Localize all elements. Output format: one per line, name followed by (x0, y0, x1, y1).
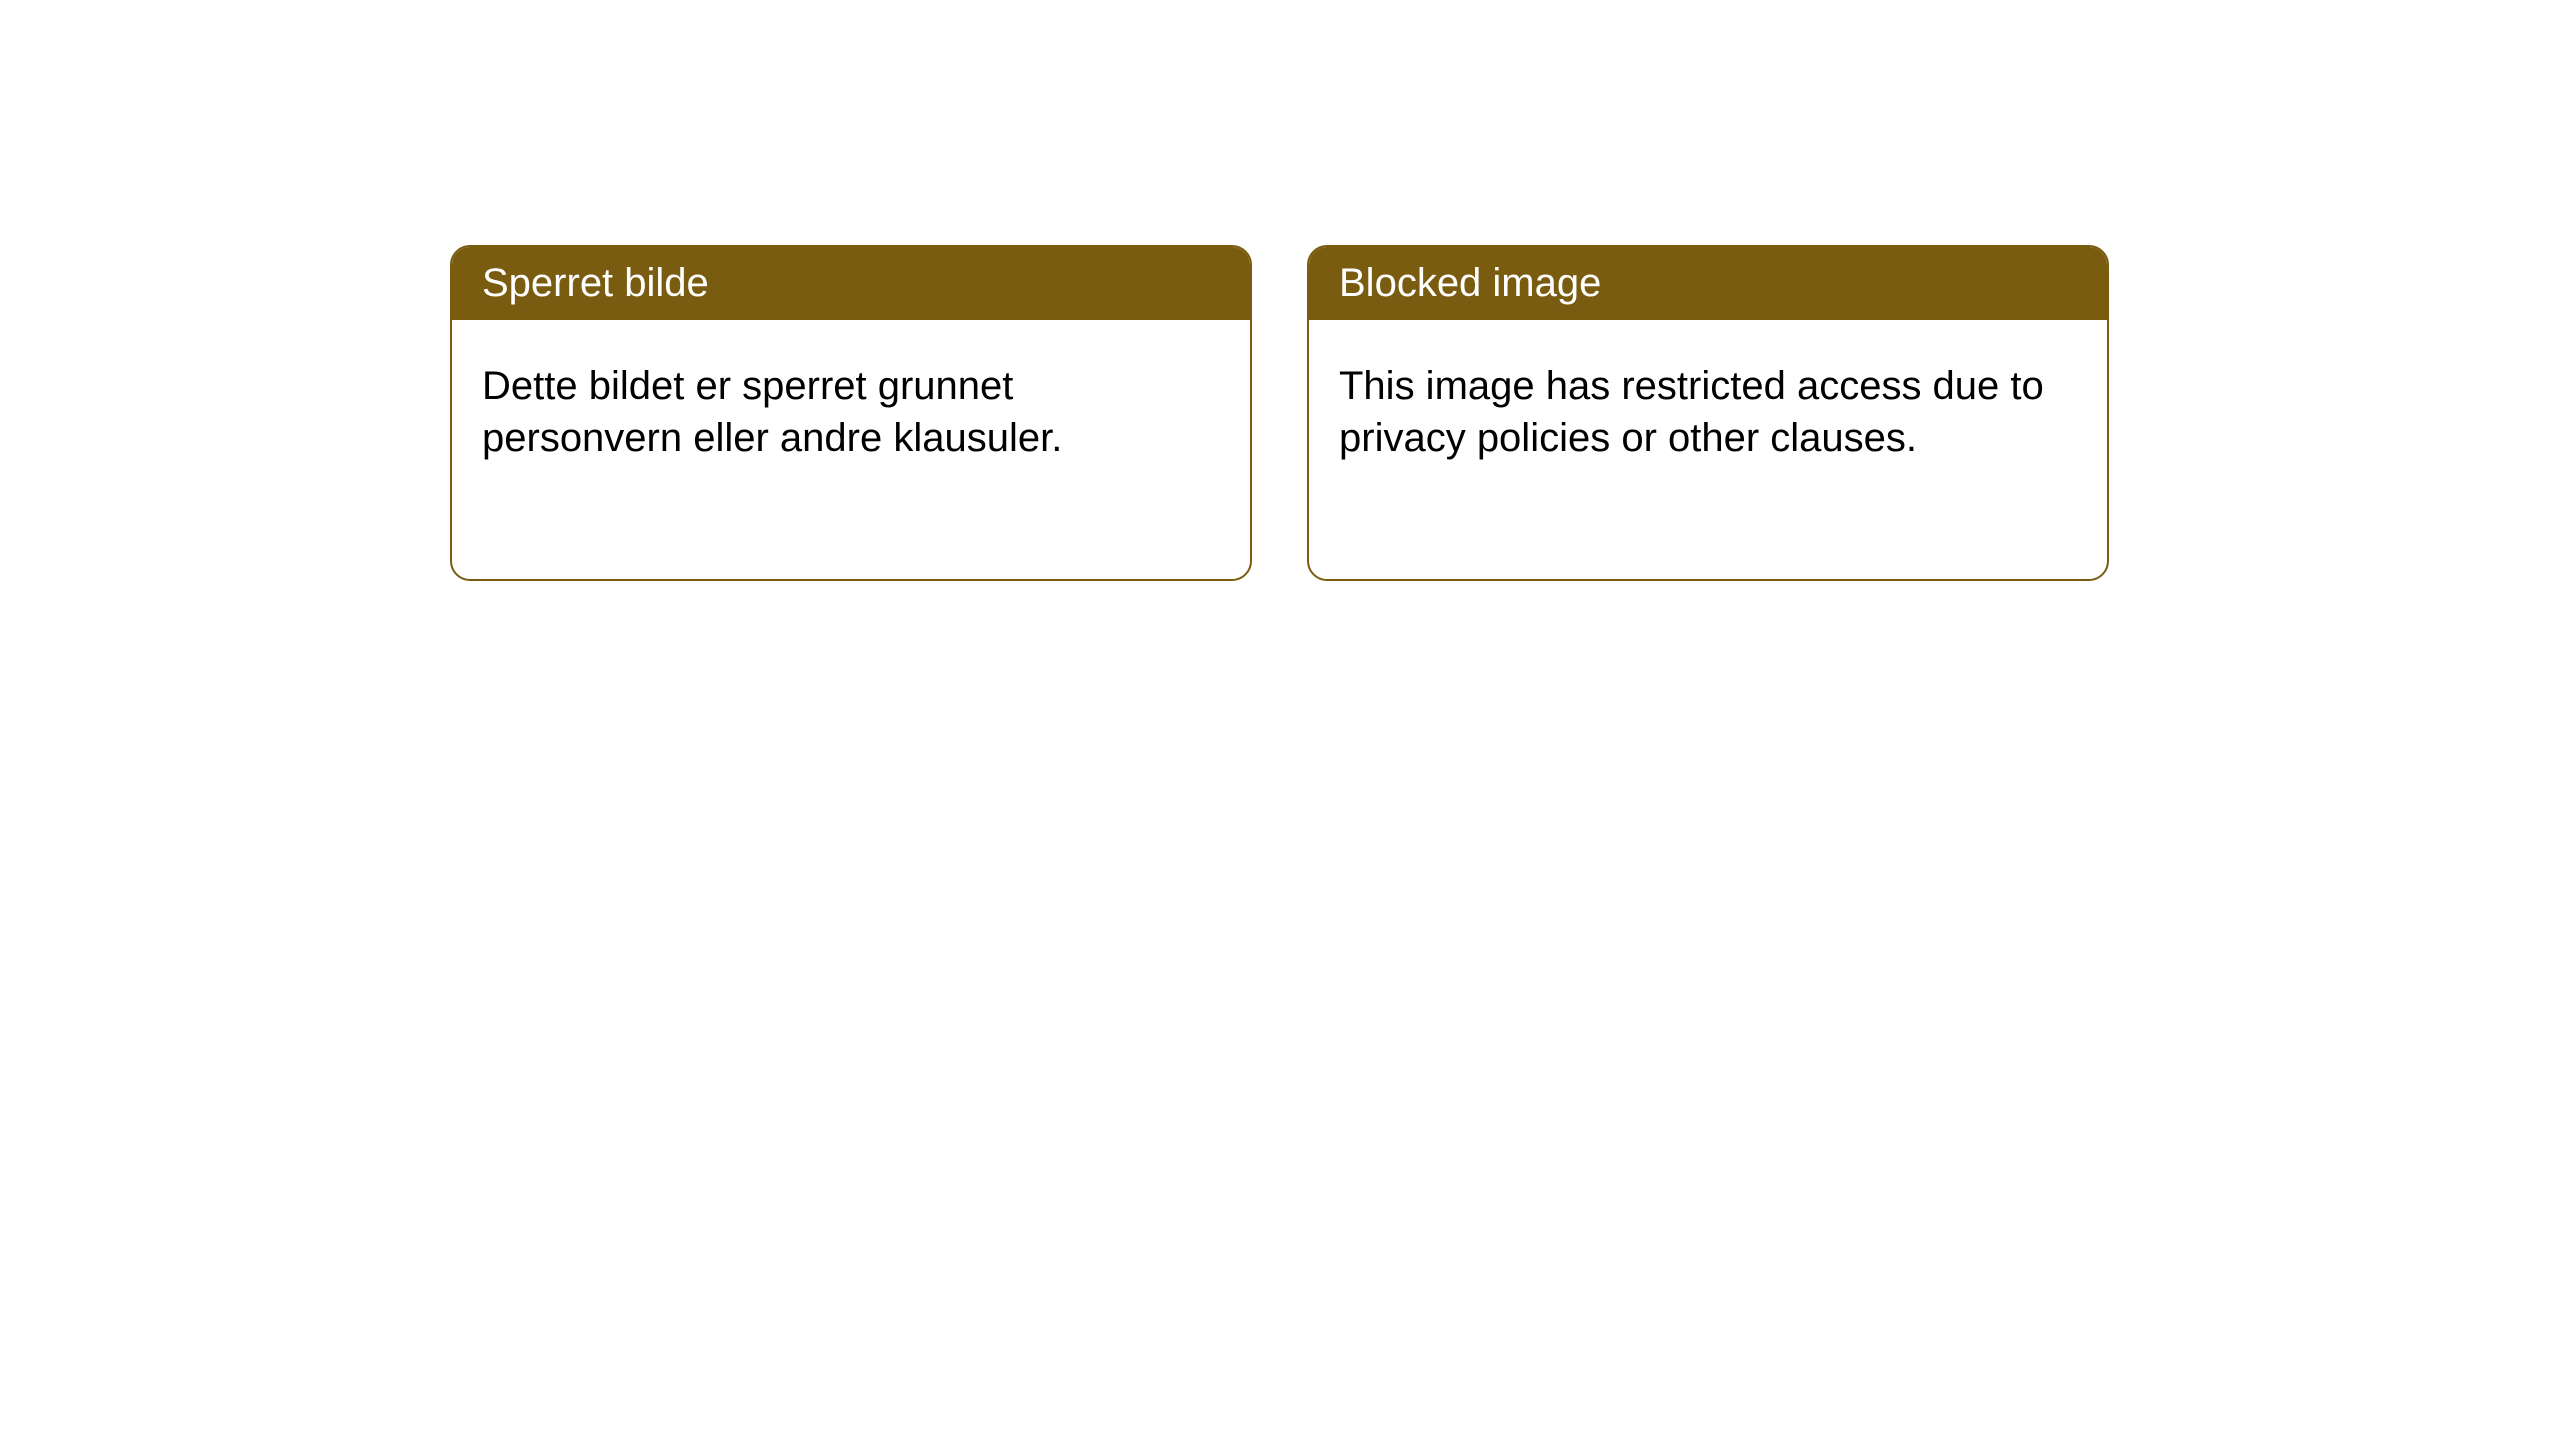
panel-body-text: This image has restricted access due to … (1339, 364, 2044, 460)
panel-body-text: Dette bildet er sperret grunnet personve… (482, 364, 1062, 460)
panel-header: Blocked image (1309, 247, 2107, 320)
notice-panel-norwegian: Sperret bilde Dette bildet er sperret gr… (450, 245, 1252, 581)
panel-body: This image has restricted access due to … (1309, 320, 2107, 504)
notice-panels-container: Sperret bilde Dette bildet er sperret gr… (450, 245, 2109, 581)
notice-panel-english: Blocked image This image has restricted … (1307, 245, 2109, 581)
panel-title: Blocked image (1339, 261, 1601, 305)
panel-header: Sperret bilde (452, 247, 1250, 320)
panel-title: Sperret bilde (482, 261, 709, 305)
panel-body: Dette bildet er sperret grunnet personve… (452, 320, 1250, 504)
